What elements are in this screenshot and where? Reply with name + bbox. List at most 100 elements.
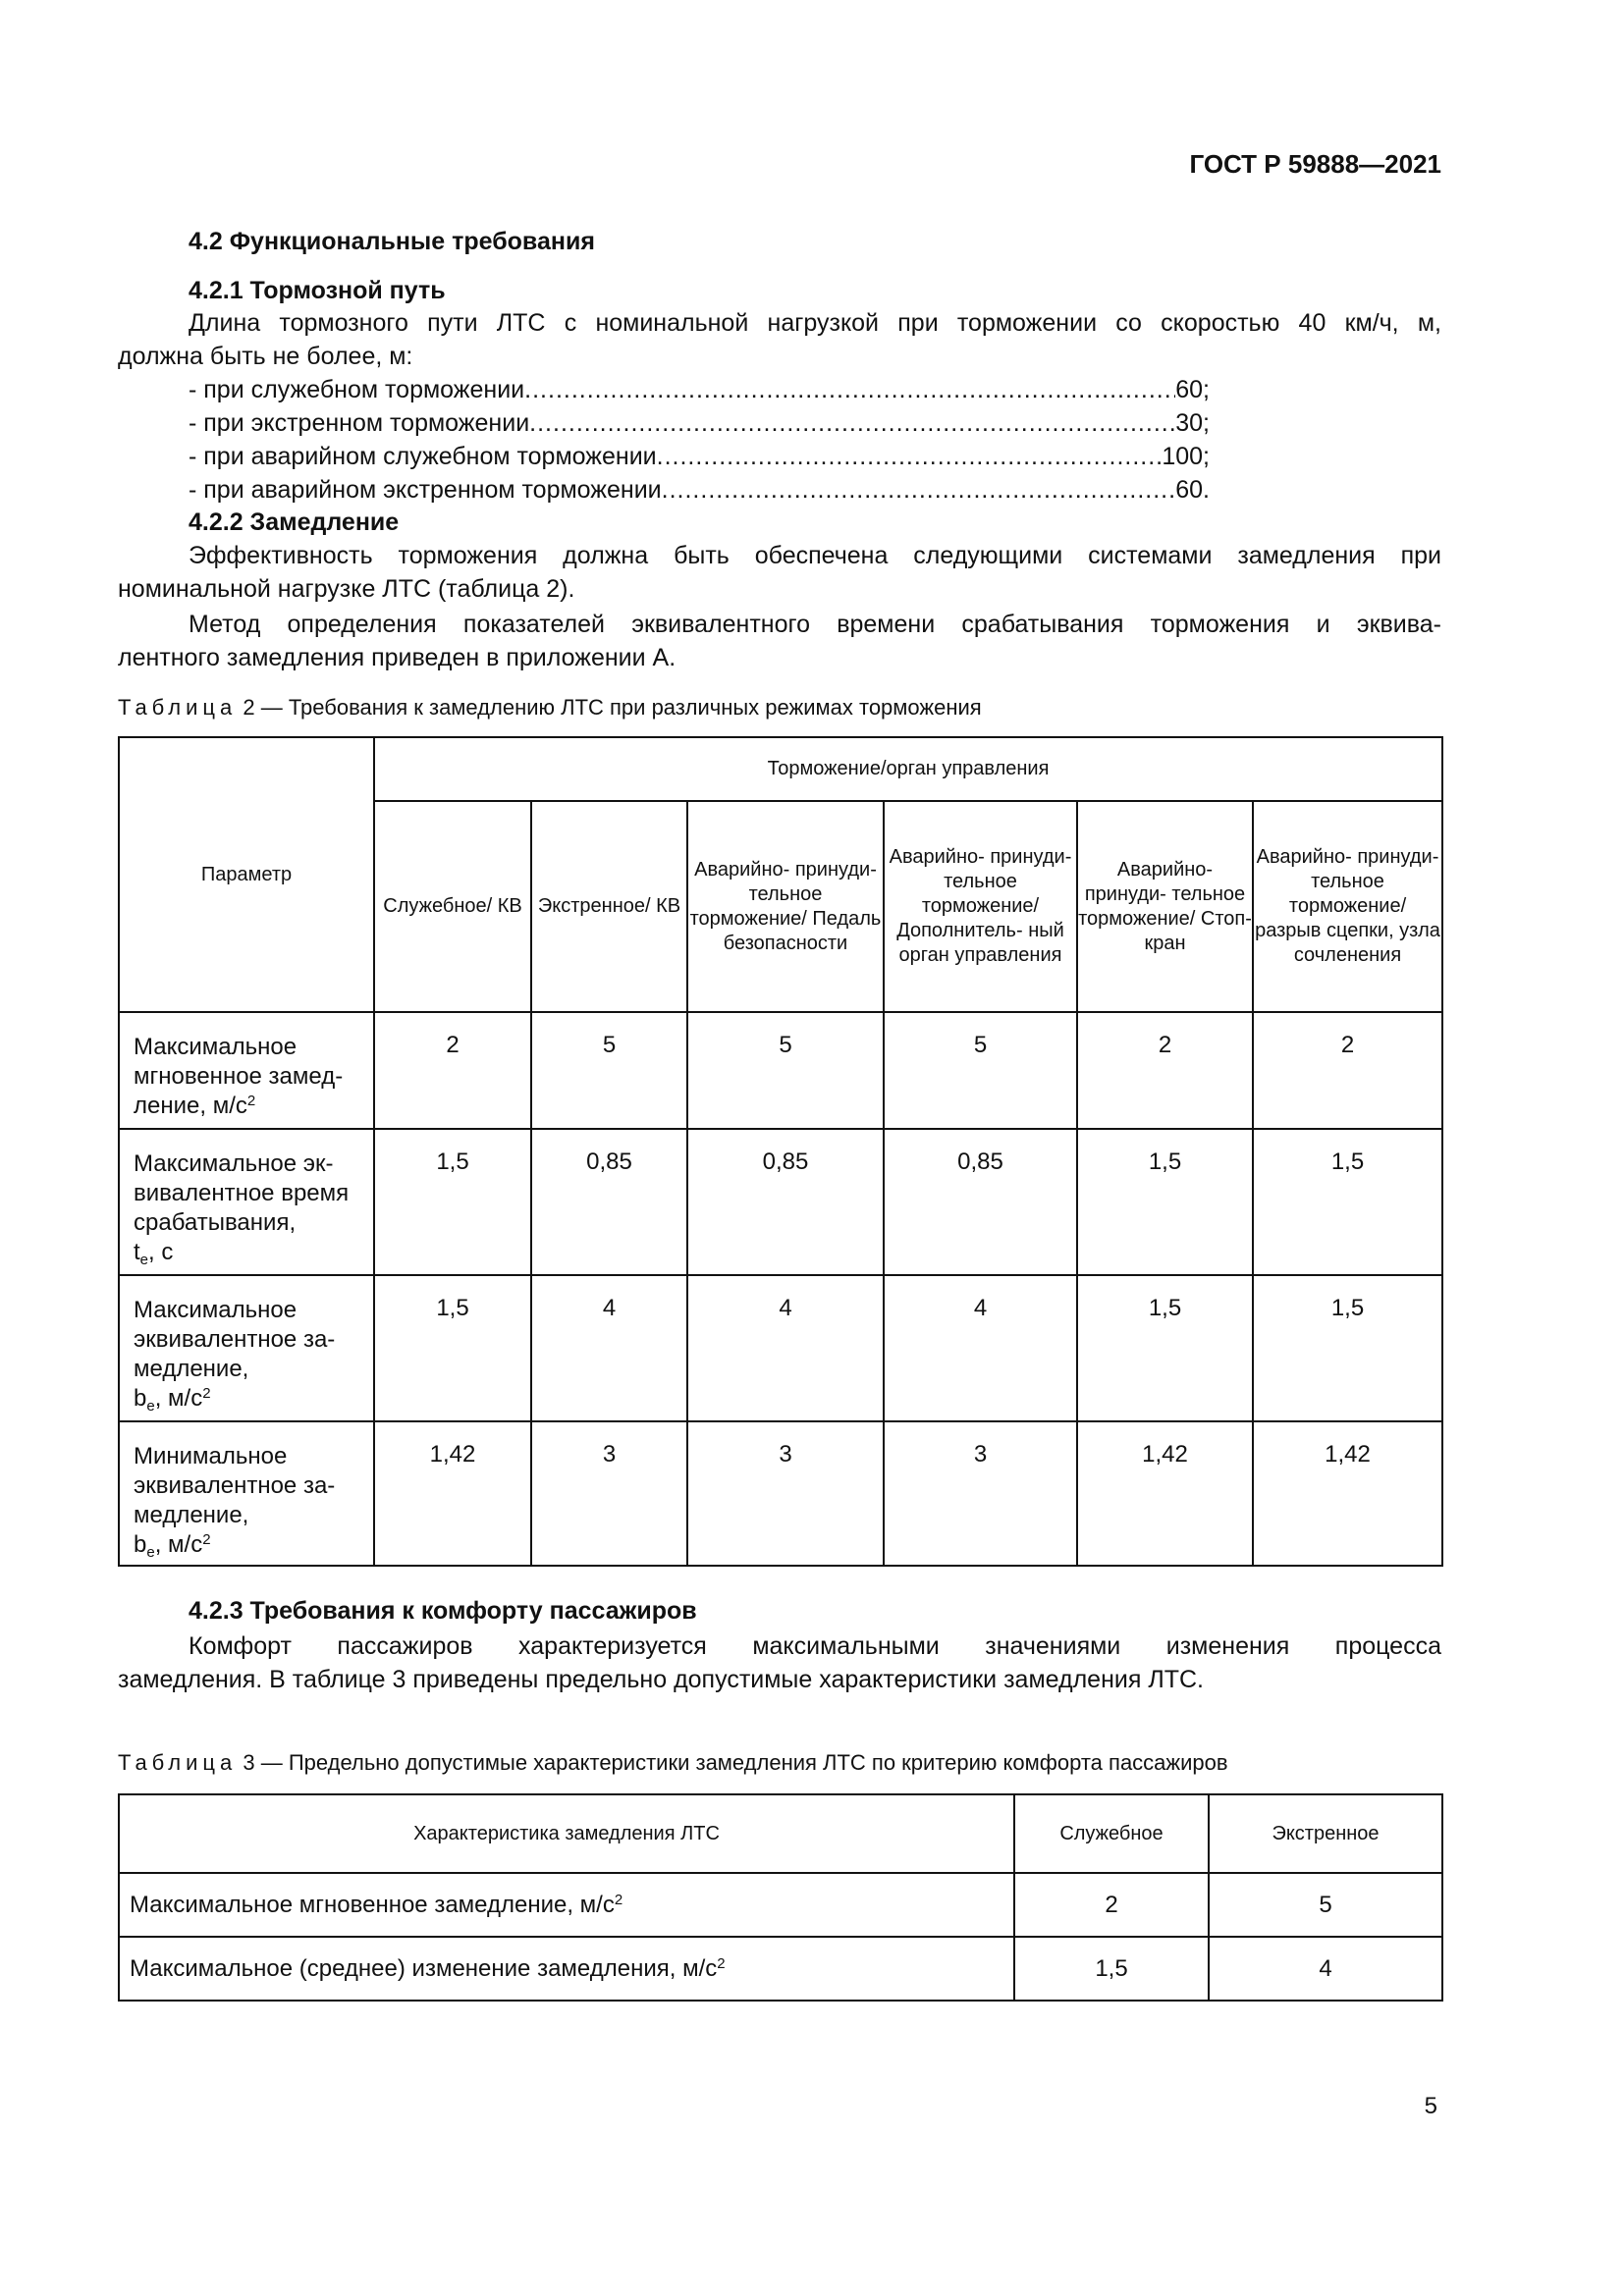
para-line: номинальной нагрузке ЛТС (таблица 2). [118, 575, 575, 603]
value-cell: 3 [883, 1420, 1078, 1567]
section-4-2-2-title: 4.2.2 Замедление [189, 508, 400, 536]
param-cell: Минимальное эквивалентное за-медление, be… [118, 1420, 375, 1567]
param-symbol: b [134, 1385, 147, 1412]
value-cell: 5 [530, 1011, 688, 1130]
value-cell: 1,42 [373, 1420, 532, 1567]
param-symbol: b [134, 1531, 147, 1558]
header-service: Служебное [1013, 1793, 1210, 1874]
table-row: Максимальное эк-вивалентное время срабат… [118, 1128, 1444, 1276]
table-row: Минимальное эквивалентное за-медление, be… [118, 1420, 1444, 1567]
standard-number: ГОСТ Р 59888—2021 [1189, 149, 1441, 179]
para-line: Комфорт пассажиров характеризуется макси… [189, 1632, 1441, 1660]
characteristic-cell: Максимальное (среднее) изменение замедле… [118, 1936, 1015, 2002]
braking-distance-paragraph: Длина тормозного пути ЛТС с номинальной … [118, 306, 1441, 373]
value-cell: 4 [686, 1274, 885, 1422]
item-value: 60. [1175, 476, 1210, 504]
value-cell: 1,5 [1251, 1128, 1444, 1276]
item-label: - при служебном торможении [189, 376, 525, 403]
para-line: Метод определения показателей эквивалент… [189, 611, 1441, 638]
list-item: - при аварийном служебном торможении 100… [189, 440, 1210, 473]
param-superscript: 2 [202, 1385, 211, 1402]
value-cell: 0,85 [530, 1128, 688, 1276]
value-cell: 5 [686, 1011, 885, 1130]
value-cell: 1,5 [1013, 1936, 1210, 2002]
value-cell: 5 [1208, 1872, 1443, 1938]
column-header: Служебное/ КВ [373, 800, 532, 1013]
list-item: - при служебном торможении 60; [189, 373, 1210, 406]
param-subscript: e [146, 1398, 155, 1415]
value-cell: 2 [1013, 1872, 1210, 1938]
param-unit: , с [148, 1239, 174, 1265]
column-header: Аварийно- принуди- тельное торможение/ П… [686, 800, 885, 1013]
caption-word: Таблица [118, 1750, 238, 1775]
param-unit: , м/с [154, 1385, 203, 1412]
braking-distance-list: - при служебном торможении 60; - при экс… [189, 373, 1210, 507]
column-header: Аварийно- принуди- тельное торможение/ Д… [883, 800, 1078, 1013]
param-text: Максимальное эквивалентное за-медление, [134, 1297, 336, 1382]
param-text: Максимальное эк-вивалентное время срабат… [134, 1150, 350, 1236]
para-line: Эффективность торможения должна быть обе… [189, 542, 1441, 569]
group-header: Торможение/орган управления [372, 736, 1444, 802]
list-item: - при экстренном торможении 30; [189, 406, 1210, 440]
value-cell: 4 [883, 1274, 1078, 1422]
column-header: Аварийно- принуди- тельное торможение/ р… [1251, 800, 1444, 1013]
param-symbol: t [134, 1239, 140, 1265]
item-label: - при аварийном экстренном торможении [189, 476, 662, 504]
value-cell: 5 [883, 1011, 1078, 1130]
value-cell: 0,85 [883, 1128, 1078, 1276]
param-unit: , м/с [154, 1531, 203, 1558]
param-cell: Максимальное мгновенное замед-ление, м/с… [118, 1011, 375, 1130]
section-4-2-title: 4.2 Функциональные требования [189, 228, 595, 255]
param-text: Минимальное эквивалентное за-медление, [134, 1443, 336, 1528]
deceleration-paragraphs: Эффективность торможения должна быть обе… [118, 539, 1441, 674]
param-subscript: e [139, 1252, 149, 1268]
value-cell: 1,42 [1076, 1420, 1254, 1567]
unit-superscript: 2 [614, 1892, 623, 1908]
para-line: замедления. В таблице 3 приведены предел… [118, 1666, 1205, 1693]
table-row: Максимальное (среднее) изменение замедле… [118, 1936, 1443, 2002]
value-cell: 0,85 [686, 1128, 885, 1276]
param-text: Максимальное мгновенное замед-ление, м/с [134, 1034, 344, 1119]
value-cell: 4 [1208, 1936, 1443, 2002]
table3-caption: Таблица 3 — Предельно допустимые характе… [118, 1750, 1228, 1776]
characteristic-text: Максимальное (среднее) изменение замедле… [130, 1955, 718, 1982]
value-cell: 3 [686, 1420, 885, 1567]
caption-text: 2 — Требования к замедлению ЛТС при разл… [237, 695, 982, 720]
characteristic-cell: Максимальное мгновенное замедление, м/с2 [118, 1872, 1015, 1938]
table3: Характеристика замедления ЛТС Служебное … [118, 1793, 1443, 2002]
column-header: Аварийно- принуди- тельное торможение/ С… [1076, 800, 1254, 1013]
characteristic-text: Максимальное мгновенное замедление, м/с [130, 1892, 615, 1918]
value-cell: 1,5 [373, 1128, 532, 1276]
value-cell: 1,5 [1076, 1128, 1254, 1276]
item-label: - при аварийном служебном торможении [189, 443, 657, 470]
value-cell: 4 [530, 1274, 688, 1422]
section-4-2-3-title: 4.2.3 Требования к комфорту пассажиров [189, 1597, 697, 1625]
table-row: Максимальное мгновенное замед-ление, м/с… [118, 1011, 1444, 1130]
value-cell: 1,42 [1251, 1420, 1444, 1567]
value-cell: 3 [530, 1420, 688, 1567]
list-item: - при аварийном экстренном торможении 60… [189, 473, 1210, 507]
value-cell: 2 [1251, 1011, 1444, 1130]
comfort-paragraph: Комфорт пассажиров характеризуется макси… [118, 1629, 1441, 1696]
value-cell: 2 [373, 1011, 532, 1130]
value-cell: 1,5 [1076, 1274, 1254, 1422]
section-4-2-1-title: 4.2.1 Тормозной путь [189, 277, 446, 304]
caption-word: Таблица [118, 695, 238, 720]
table-row: Максимальное мгновенное замедление, м/с2… [118, 1872, 1443, 1938]
table2: Параметр Торможение/орган управления Слу… [118, 736, 1444, 1567]
param-cell: Максимальное эквивалентное за-медление, b… [118, 1274, 375, 1422]
param-superscript: 2 [202, 1531, 211, 1548]
header-characteristic: Характеристика замедления ЛТС [118, 1793, 1015, 1874]
value-cell: 1,5 [1251, 1274, 1444, 1422]
para-line: лентного замедления приведен в приложени… [118, 644, 677, 671]
value-cell: 2 [1076, 1011, 1254, 1130]
item-label: - при экстренном торможении [189, 409, 530, 437]
param-cell: Максимальное эк-вивалентное время срабат… [118, 1128, 375, 1276]
item-value: 60; [1175, 376, 1210, 403]
page-number: 5 [1424, 2093, 1437, 2119]
caption-text: 3 — Предельно допустимые характеристики … [237, 1750, 1228, 1775]
param-header: Параметр [118, 736, 375, 1013]
column-header: Экстренное/ КВ [530, 800, 688, 1013]
unit-superscript: 2 [717, 1955, 726, 1972]
table2-caption: Таблица 2 — Требования к замедлению ЛТС … [118, 695, 982, 721]
